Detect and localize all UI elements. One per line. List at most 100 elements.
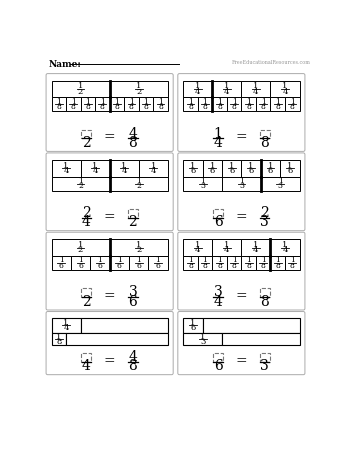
Text: 4: 4: [253, 246, 259, 254]
Text: 4: 4: [214, 136, 223, 150]
Text: 8: 8: [260, 136, 269, 150]
Text: 1: 1: [114, 98, 119, 106]
Bar: [124, 97, 139, 111]
Bar: [285, 256, 300, 270]
Bar: [110, 97, 124, 111]
Text: 8: 8: [290, 262, 295, 270]
Bar: [71, 256, 90, 270]
Text: 8: 8: [129, 103, 134, 111]
Text: 8: 8: [56, 338, 62, 346]
Text: 1: 1: [203, 98, 208, 106]
FancyBboxPatch shape: [46, 153, 173, 231]
Bar: [128, 209, 138, 217]
Text: 4: 4: [63, 324, 69, 332]
Text: 1: 1: [290, 256, 295, 265]
Text: 4: 4: [128, 350, 137, 364]
Bar: [203, 160, 222, 177]
Text: 1: 1: [63, 319, 69, 327]
Bar: [80, 318, 168, 333]
Bar: [183, 333, 222, 346]
Text: 6: 6: [268, 167, 273, 175]
FancyBboxPatch shape: [46, 73, 173, 151]
Text: =: =: [104, 130, 116, 145]
Bar: [51, 239, 110, 256]
Text: 4: 4: [282, 88, 288, 96]
Bar: [95, 97, 110, 111]
Text: 8: 8: [246, 262, 251, 270]
Bar: [241, 81, 271, 97]
Text: 2: 2: [78, 246, 83, 254]
Text: 3: 3: [278, 183, 283, 190]
Text: 1: 1: [290, 98, 295, 106]
Text: 8: 8: [144, 103, 148, 111]
Bar: [213, 353, 223, 361]
Text: 1: 1: [214, 127, 223, 141]
Bar: [222, 333, 300, 346]
Bar: [51, 256, 71, 270]
Bar: [110, 160, 139, 177]
Bar: [271, 256, 285, 270]
Text: 3: 3: [239, 183, 244, 190]
Text: 1: 1: [78, 177, 83, 185]
Text: 3: 3: [128, 285, 137, 299]
Text: 8: 8: [188, 103, 193, 111]
Text: 1: 1: [282, 82, 288, 90]
Bar: [66, 333, 168, 346]
Text: 1: 1: [232, 98, 237, 106]
Bar: [80, 97, 95, 111]
Text: 6: 6: [210, 167, 215, 175]
Bar: [51, 160, 80, 177]
Bar: [183, 160, 203, 177]
Bar: [110, 256, 129, 270]
Text: 1: 1: [100, 98, 105, 106]
Text: 1: 1: [98, 256, 102, 265]
Text: 1: 1: [261, 98, 266, 106]
Text: 8: 8: [56, 103, 61, 111]
Text: 1: 1: [210, 162, 215, 169]
Text: =: =: [236, 354, 247, 368]
Text: 1: 1: [248, 162, 254, 169]
Text: 1: 1: [217, 98, 222, 106]
Text: 1: 1: [200, 333, 205, 341]
Bar: [241, 97, 256, 111]
Text: 4: 4: [224, 88, 230, 96]
Text: =: =: [104, 289, 116, 303]
Text: 4: 4: [214, 294, 223, 308]
Text: 2: 2: [136, 88, 141, 96]
Bar: [148, 256, 168, 270]
Text: 1: 1: [195, 82, 201, 90]
Bar: [222, 160, 242, 177]
Text: 6: 6: [156, 262, 161, 270]
Text: 1: 1: [282, 241, 288, 249]
Text: 8: 8: [217, 103, 222, 111]
Bar: [222, 177, 261, 191]
Text: 1: 1: [287, 162, 293, 169]
Text: 2: 2: [82, 206, 91, 220]
Text: 8: 8: [275, 262, 280, 270]
Bar: [271, 239, 300, 256]
Bar: [256, 97, 271, 111]
Bar: [261, 160, 280, 177]
Bar: [110, 81, 168, 97]
Bar: [81, 130, 91, 138]
Text: 8: 8: [203, 103, 208, 111]
Bar: [51, 177, 110, 191]
Bar: [241, 239, 271, 256]
FancyBboxPatch shape: [46, 312, 173, 375]
Text: 2: 2: [136, 183, 141, 190]
Text: 6: 6: [190, 167, 196, 175]
Bar: [153, 97, 168, 111]
Text: 4: 4: [150, 167, 156, 175]
Bar: [241, 160, 261, 177]
Text: 1: 1: [136, 177, 141, 185]
Text: 1: 1: [156, 256, 161, 265]
Text: Name:: Name:: [48, 60, 81, 69]
Text: 4: 4: [195, 88, 201, 96]
Bar: [51, 97, 66, 111]
Text: 6: 6: [128, 294, 137, 308]
Text: 8: 8: [114, 103, 119, 111]
Bar: [271, 97, 285, 111]
Bar: [212, 239, 241, 256]
Bar: [80, 160, 110, 177]
Text: 1: 1: [203, 256, 208, 265]
